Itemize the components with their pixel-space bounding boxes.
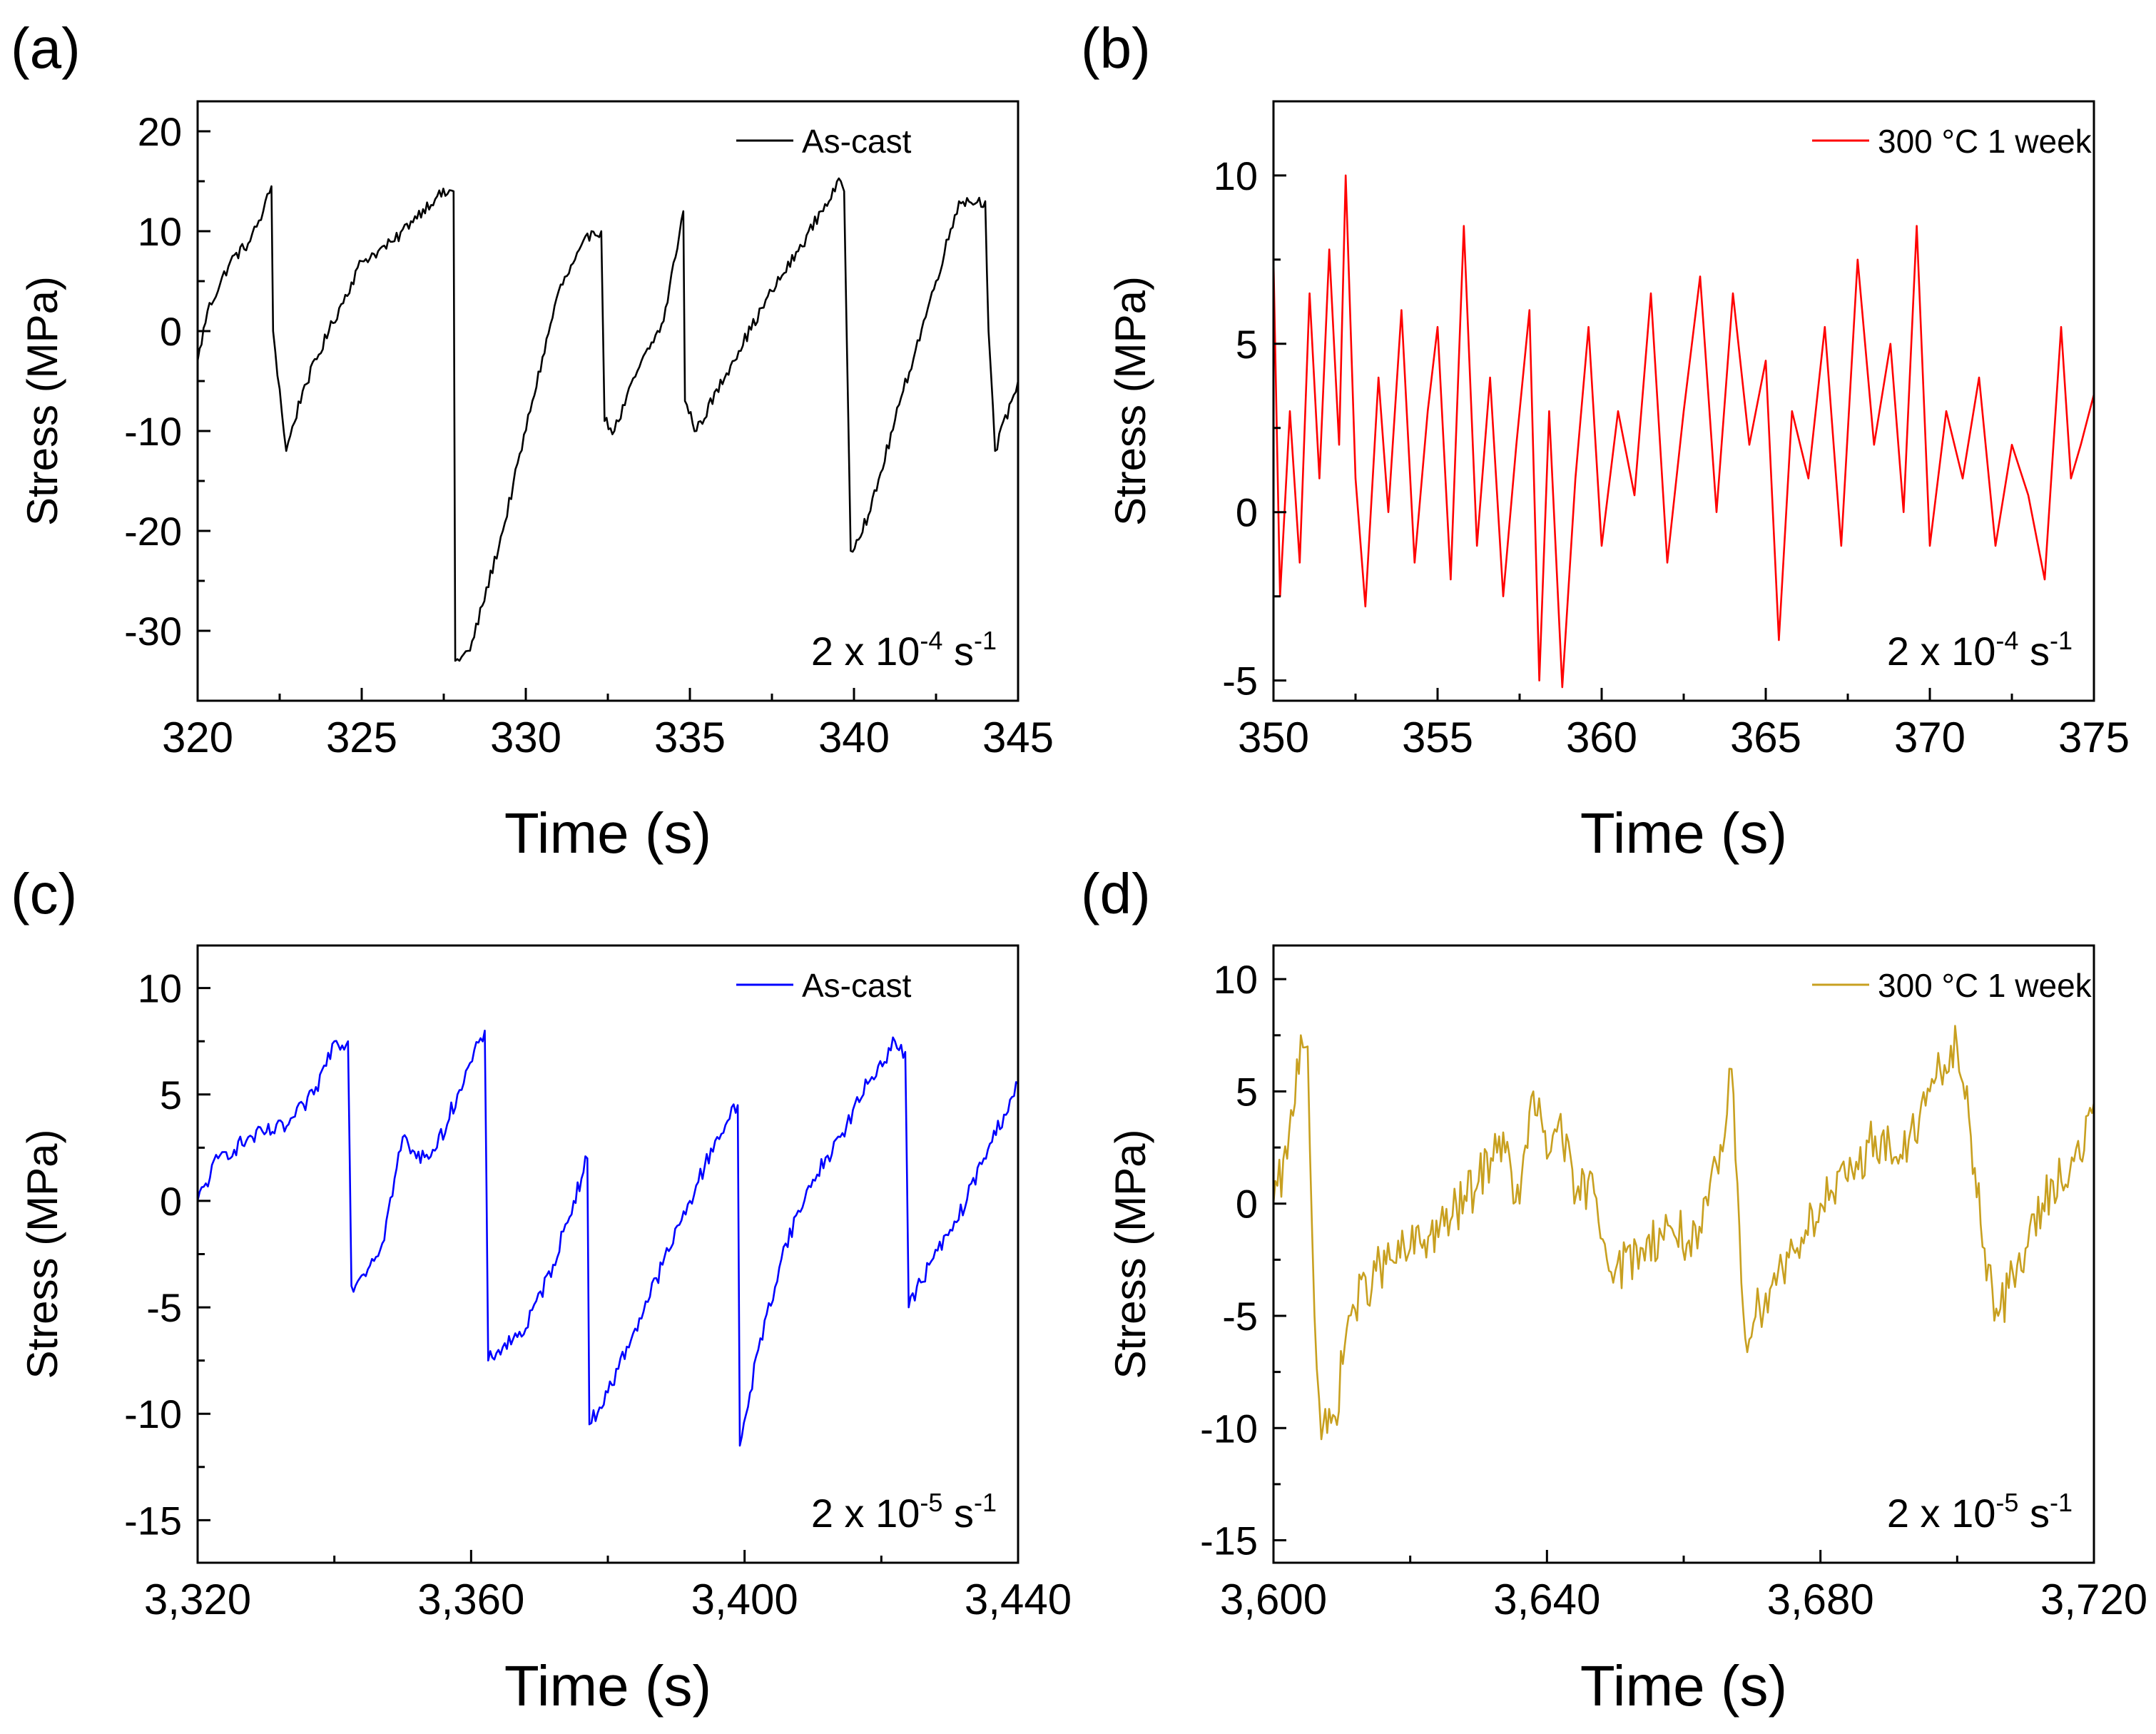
annotation-unit: s <box>2018 629 2050 674</box>
plot-frame <box>196 944 1019 1564</box>
y-tick-label: -5 <box>1222 1294 1258 1339</box>
x-tick-label: 345 <box>982 714 1054 761</box>
y-tick-label: 0 <box>160 1179 182 1224</box>
y-tick-label: -30 <box>124 609 182 654</box>
legend-label: As-cast <box>802 123 912 160</box>
x-tick-label: 330 <box>490 714 561 761</box>
y-tick-label: 10 <box>1214 153 1258 198</box>
x-tick-label: 360 <box>1566 714 1637 761</box>
x-tick-label: 3,320 <box>144 1576 251 1623</box>
series-line <box>198 1030 1018 1447</box>
series-line <box>198 177 1018 662</box>
annotation-base: 2 x 10 <box>811 629 920 674</box>
plot-frame <box>196 100 1019 702</box>
strain-rate-annotation: 2 x 10-5 s-1 <box>1887 1488 2073 1536</box>
x-axis-title: Time (s) <box>504 801 711 865</box>
panel-label: (c) <box>11 862 77 926</box>
y-tick-label: -15 <box>1200 1518 1258 1563</box>
legend-label: 300 °C 1 week <box>1878 967 2093 1004</box>
y-axis-title: Stress (MPa) <box>19 276 66 526</box>
x-tick-label: 340 <box>818 714 890 761</box>
annotation-unit-exponent: -1 <box>974 626 997 655</box>
chart-panel-d: (d) 3,600 3,640 3,680 3,720 10 5 0 -5 -10 -15 Time … <box>1081 862 2147 1718</box>
x-tick-label: 355 <box>1402 714 1473 761</box>
legend-label: As-cast <box>802 967 912 1004</box>
y-tick-label: 5 <box>1236 322 1258 367</box>
panel-label: (d) <box>1081 862 1151 926</box>
y-axis-title: Stress (MPa) <box>19 1129 66 1379</box>
x-axis-title: Time (s) <box>1580 1654 1787 1718</box>
annotation-exponent: -5 <box>1995 1488 2018 1517</box>
strain-rate-annotation: 2 x 10-5 s-1 <box>811 1488 997 1536</box>
y-tick-label: 5 <box>160 1073 182 1117</box>
x-tick-label: 335 <box>654 714 726 761</box>
x-tick-label: 320 <box>162 714 233 761</box>
series-line <box>1273 174 2094 689</box>
annotation-exponent: -4 <box>920 626 942 655</box>
annotation-base: 2 x 10 <box>811 1491 920 1536</box>
x-tick-label: 3,400 <box>691 1576 798 1623</box>
y-tick-label: -10 <box>124 1391 182 1436</box>
x-tick-label: 365 <box>1730 714 1801 761</box>
plot-frame <box>1272 100 2095 702</box>
legend-label: 300 °C 1 week <box>1878 123 2093 160</box>
y-tick-label: 10 <box>1214 957 1258 1002</box>
strain-rate-annotation: 2 x 10-4 s-1 <box>1887 626 2073 674</box>
y-tick-label: -15 <box>124 1498 182 1543</box>
y-tick-label: -5 <box>1222 659 1258 704</box>
annotation-exponent: -4 <box>1995 626 2018 655</box>
y-tick-label: -10 <box>1200 1406 1258 1451</box>
x-tick-label: 3,600 <box>1220 1576 1327 1623</box>
strain-rate-annotation: 2 x 10-4 s-1 <box>811 626 997 674</box>
y-tick-label: 0 <box>160 309 182 354</box>
x-tick-label: 375 <box>2058 714 2130 761</box>
x-axis-title: Time (s) <box>1580 801 1787 865</box>
annotation-unit-exponent: -1 <box>974 1488 997 1517</box>
x-axis-title: Time (s) <box>504 1654 711 1718</box>
y-tick-label: -20 <box>124 509 182 554</box>
y-tick-label: 5 <box>1236 1069 1258 1114</box>
chart-panel-c: (c) 3,320 3,360 3,400 3,440 10 5 0 -5 -10 -15 Time … <box>11 862 1072 1718</box>
annotation-base: 2 x 10 <box>1887 1491 1996 1536</box>
y-tick-label: 0 <box>1236 1182 1258 1227</box>
x-tick-label: 350 <box>1238 714 1309 761</box>
y-tick-label: 10 <box>138 966 182 1011</box>
x-tick-label: 3,640 <box>1493 1576 1600 1623</box>
annotation-unit: s <box>942 629 974 674</box>
annotation-base: 2 x 10 <box>1887 629 1996 674</box>
y-tick-label: 0 <box>1236 490 1258 535</box>
annotation-unit-exponent: -1 <box>2050 626 2073 655</box>
y-axis-title: Stress (MPa) <box>1107 276 1154 526</box>
panel-label: (b) <box>1081 16 1151 80</box>
x-tick-label: 3,680 <box>1767 1576 1874 1623</box>
y-axis-title: Stress (MPa) <box>1107 1129 1154 1379</box>
annotation-unit: s <box>942 1491 974 1536</box>
chart-panel-b: (b) 350 355 360 365 370 375 10 5 0 -5 Time (s) Stres… <box>1081 16 2130 865</box>
chart-panel-a: (a) 320 325 330 335 340 345 20 10 0 -10 -20 -30 Time … <box>11 16 1054 865</box>
y-tick-label: -5 <box>146 1285 182 1330</box>
annotation-unit: s <box>2018 1491 2050 1536</box>
annotation-exponent: -5 <box>920 1488 942 1517</box>
x-tick-label: 325 <box>326 714 397 761</box>
y-tick-label: -10 <box>124 409 182 454</box>
x-tick-label: 3,360 <box>417 1576 524 1623</box>
series-line <box>1273 1025 2094 1441</box>
x-tick-label: 3,720 <box>2040 1576 2147 1623</box>
panel-label: (a) <box>11 16 81 80</box>
x-tick-label: 3,440 <box>965 1576 1072 1623</box>
annotation-unit-exponent: -1 <box>2050 1488 2073 1517</box>
y-tick-label: 20 <box>138 109 182 154</box>
x-tick-label: 370 <box>1894 714 1966 761</box>
y-tick-label: 10 <box>138 209 182 254</box>
